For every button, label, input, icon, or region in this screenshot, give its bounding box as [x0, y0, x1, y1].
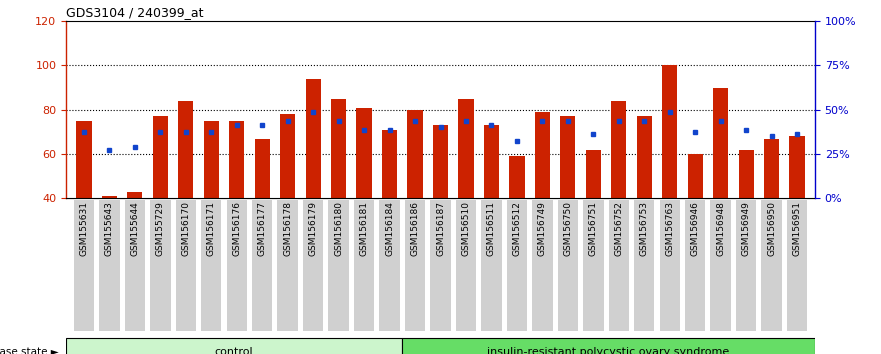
FancyBboxPatch shape — [74, 200, 94, 331]
Bar — [178, 101, 194, 198]
Text: GSM156179: GSM156179 — [308, 201, 318, 256]
Bar — [509, 156, 524, 198]
FancyBboxPatch shape — [405, 200, 426, 331]
Text: GDS3104 / 240399_at: GDS3104 / 240399_at — [66, 6, 204, 19]
Text: GSM156512: GSM156512 — [513, 201, 522, 256]
Bar — [484, 125, 499, 198]
Bar — [433, 125, 448, 198]
FancyBboxPatch shape — [532, 200, 552, 331]
Text: GSM156948: GSM156948 — [716, 201, 725, 256]
Bar — [458, 99, 474, 198]
FancyBboxPatch shape — [303, 200, 323, 331]
FancyBboxPatch shape — [175, 200, 196, 331]
FancyBboxPatch shape — [430, 200, 451, 331]
FancyBboxPatch shape — [278, 200, 298, 331]
FancyBboxPatch shape — [507, 200, 527, 331]
Bar — [713, 88, 729, 198]
Bar — [764, 138, 780, 198]
FancyBboxPatch shape — [201, 200, 221, 331]
Bar — [77, 121, 92, 198]
Text: GSM156184: GSM156184 — [385, 201, 394, 256]
FancyBboxPatch shape — [226, 200, 247, 331]
Bar — [663, 65, 677, 198]
Bar — [306, 79, 321, 198]
Text: GSM155631: GSM155631 — [79, 201, 88, 256]
Text: GSM156763: GSM156763 — [665, 201, 674, 256]
Text: GSM156510: GSM156510 — [462, 201, 470, 256]
Text: GSM155644: GSM155644 — [130, 201, 139, 256]
Text: GSM155643: GSM155643 — [105, 201, 114, 256]
Bar — [204, 121, 218, 198]
FancyBboxPatch shape — [761, 200, 781, 331]
Text: GSM156753: GSM156753 — [640, 201, 648, 256]
Text: GSM156511: GSM156511 — [487, 201, 496, 256]
Text: GSM156181: GSM156181 — [359, 201, 368, 256]
FancyBboxPatch shape — [583, 200, 603, 331]
Text: GSM156749: GSM156749 — [538, 201, 547, 256]
Text: GSM156177: GSM156177 — [258, 201, 267, 256]
Text: GSM156170: GSM156170 — [181, 201, 190, 256]
FancyBboxPatch shape — [558, 200, 578, 331]
Bar — [687, 154, 703, 198]
Bar — [586, 149, 601, 198]
FancyBboxPatch shape — [150, 200, 171, 331]
Bar — [255, 138, 270, 198]
FancyBboxPatch shape — [609, 200, 629, 331]
Text: GSM156186: GSM156186 — [411, 201, 419, 256]
Bar — [280, 114, 295, 198]
FancyBboxPatch shape — [252, 200, 272, 331]
FancyBboxPatch shape — [66, 338, 403, 354]
Text: GSM156180: GSM156180 — [334, 201, 343, 256]
Text: GSM156171: GSM156171 — [207, 201, 216, 256]
Bar — [560, 116, 575, 198]
FancyBboxPatch shape — [380, 200, 400, 331]
Bar — [407, 110, 423, 198]
Text: GSM156946: GSM156946 — [691, 201, 700, 256]
Bar — [738, 149, 754, 198]
Bar — [152, 116, 168, 198]
FancyBboxPatch shape — [124, 200, 145, 331]
Text: GSM156751: GSM156751 — [589, 201, 598, 256]
FancyBboxPatch shape — [685, 200, 706, 331]
FancyBboxPatch shape — [634, 200, 655, 331]
FancyBboxPatch shape — [710, 200, 731, 331]
FancyBboxPatch shape — [481, 200, 501, 331]
Bar — [611, 101, 626, 198]
Bar — [637, 116, 652, 198]
FancyBboxPatch shape — [100, 200, 120, 331]
FancyBboxPatch shape — [787, 200, 807, 331]
Bar — [535, 112, 550, 198]
Bar — [789, 136, 804, 198]
FancyBboxPatch shape — [354, 200, 374, 331]
Text: disease state ►: disease state ► — [0, 347, 58, 354]
Bar — [229, 121, 244, 198]
Text: GSM156752: GSM156752 — [614, 201, 623, 256]
Bar — [382, 130, 397, 198]
Bar — [127, 192, 143, 198]
Text: GSM156750: GSM156750 — [563, 201, 573, 256]
FancyBboxPatch shape — [329, 200, 349, 331]
FancyBboxPatch shape — [660, 200, 680, 331]
Bar — [357, 108, 372, 198]
Text: GSM156176: GSM156176 — [233, 201, 241, 256]
FancyBboxPatch shape — [736, 200, 757, 331]
Text: GSM156950: GSM156950 — [767, 201, 776, 256]
Bar — [101, 196, 117, 198]
Text: GSM156951: GSM156951 — [793, 201, 802, 256]
FancyBboxPatch shape — [403, 338, 815, 354]
Text: GSM155729: GSM155729 — [156, 201, 165, 256]
Text: insulin-resistant polycystic ovary syndrome: insulin-resistant polycystic ovary syndr… — [487, 347, 729, 354]
Text: GSM156949: GSM156949 — [742, 201, 751, 256]
Text: GSM156187: GSM156187 — [436, 201, 445, 256]
Bar — [331, 99, 346, 198]
Text: control: control — [215, 347, 254, 354]
FancyBboxPatch shape — [455, 200, 476, 331]
Text: GSM156178: GSM156178 — [283, 201, 292, 256]
